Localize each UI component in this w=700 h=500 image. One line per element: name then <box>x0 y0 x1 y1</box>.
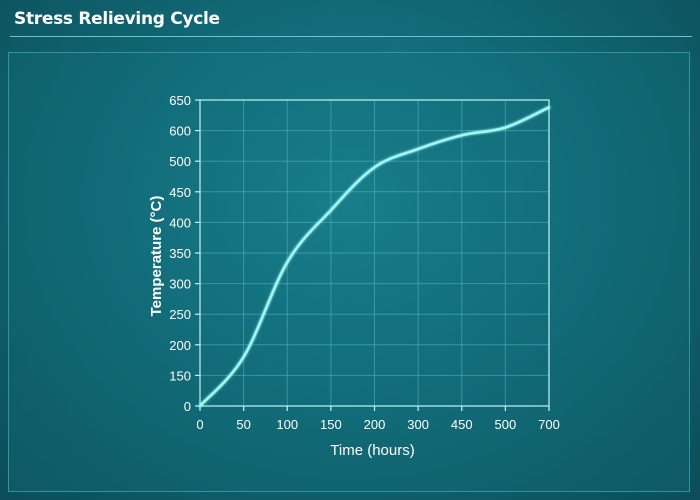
y-tick-label: 650 <box>169 93 191 108</box>
chart-panel <box>8 52 690 492</box>
y-tick-label: 400 <box>169 215 191 230</box>
x-tick-label: 200 <box>364 417 386 432</box>
y-tick-label: 500 <box>169 154 191 169</box>
y-tick-label: 150 <box>169 368 191 383</box>
header-divider <box>10 36 692 37</box>
x-tick-label: 450 <box>451 417 473 432</box>
y-tick-label: 250 <box>169 307 191 322</box>
ticks: 0 50 100 150 200 300 450 500 700 0 150 200 250 300 350… <box>169 93 560 432</box>
y-tick-label: 350 <box>169 246 191 261</box>
x-tick-label: 700 <box>538 417 560 432</box>
axis-labels: Time (hours) Temperature (°C) <box>148 196 415 459</box>
header: Stress Relieving Cycle <box>0 0 700 40</box>
page-title: Stress Relieving Cycle <box>14 9 220 29</box>
x-tick-label: 0 <box>196 417 203 432</box>
x-tick-label: 500 <box>495 417 517 432</box>
grid <box>200 100 549 406</box>
x-tick-label: 300 <box>407 417 429 432</box>
x-tick-label: 150 <box>320 417 342 432</box>
x-tick-label: 100 <box>276 417 298 432</box>
y-tick-label: 0 <box>184 399 191 414</box>
series-lines <box>198 106 551 408</box>
y-tick-label: 200 <box>169 338 191 353</box>
y-tick-label: 300 <box>169 277 191 292</box>
x-tick-label: 50 <box>236 417 250 432</box>
y-tick-label: 600 <box>169 124 191 139</box>
x-axis-label: Time (hours) <box>330 442 414 459</box>
y-tick-label: 450 <box>169 185 191 200</box>
y-axis-label: Temperature (°C) <box>148 196 165 317</box>
